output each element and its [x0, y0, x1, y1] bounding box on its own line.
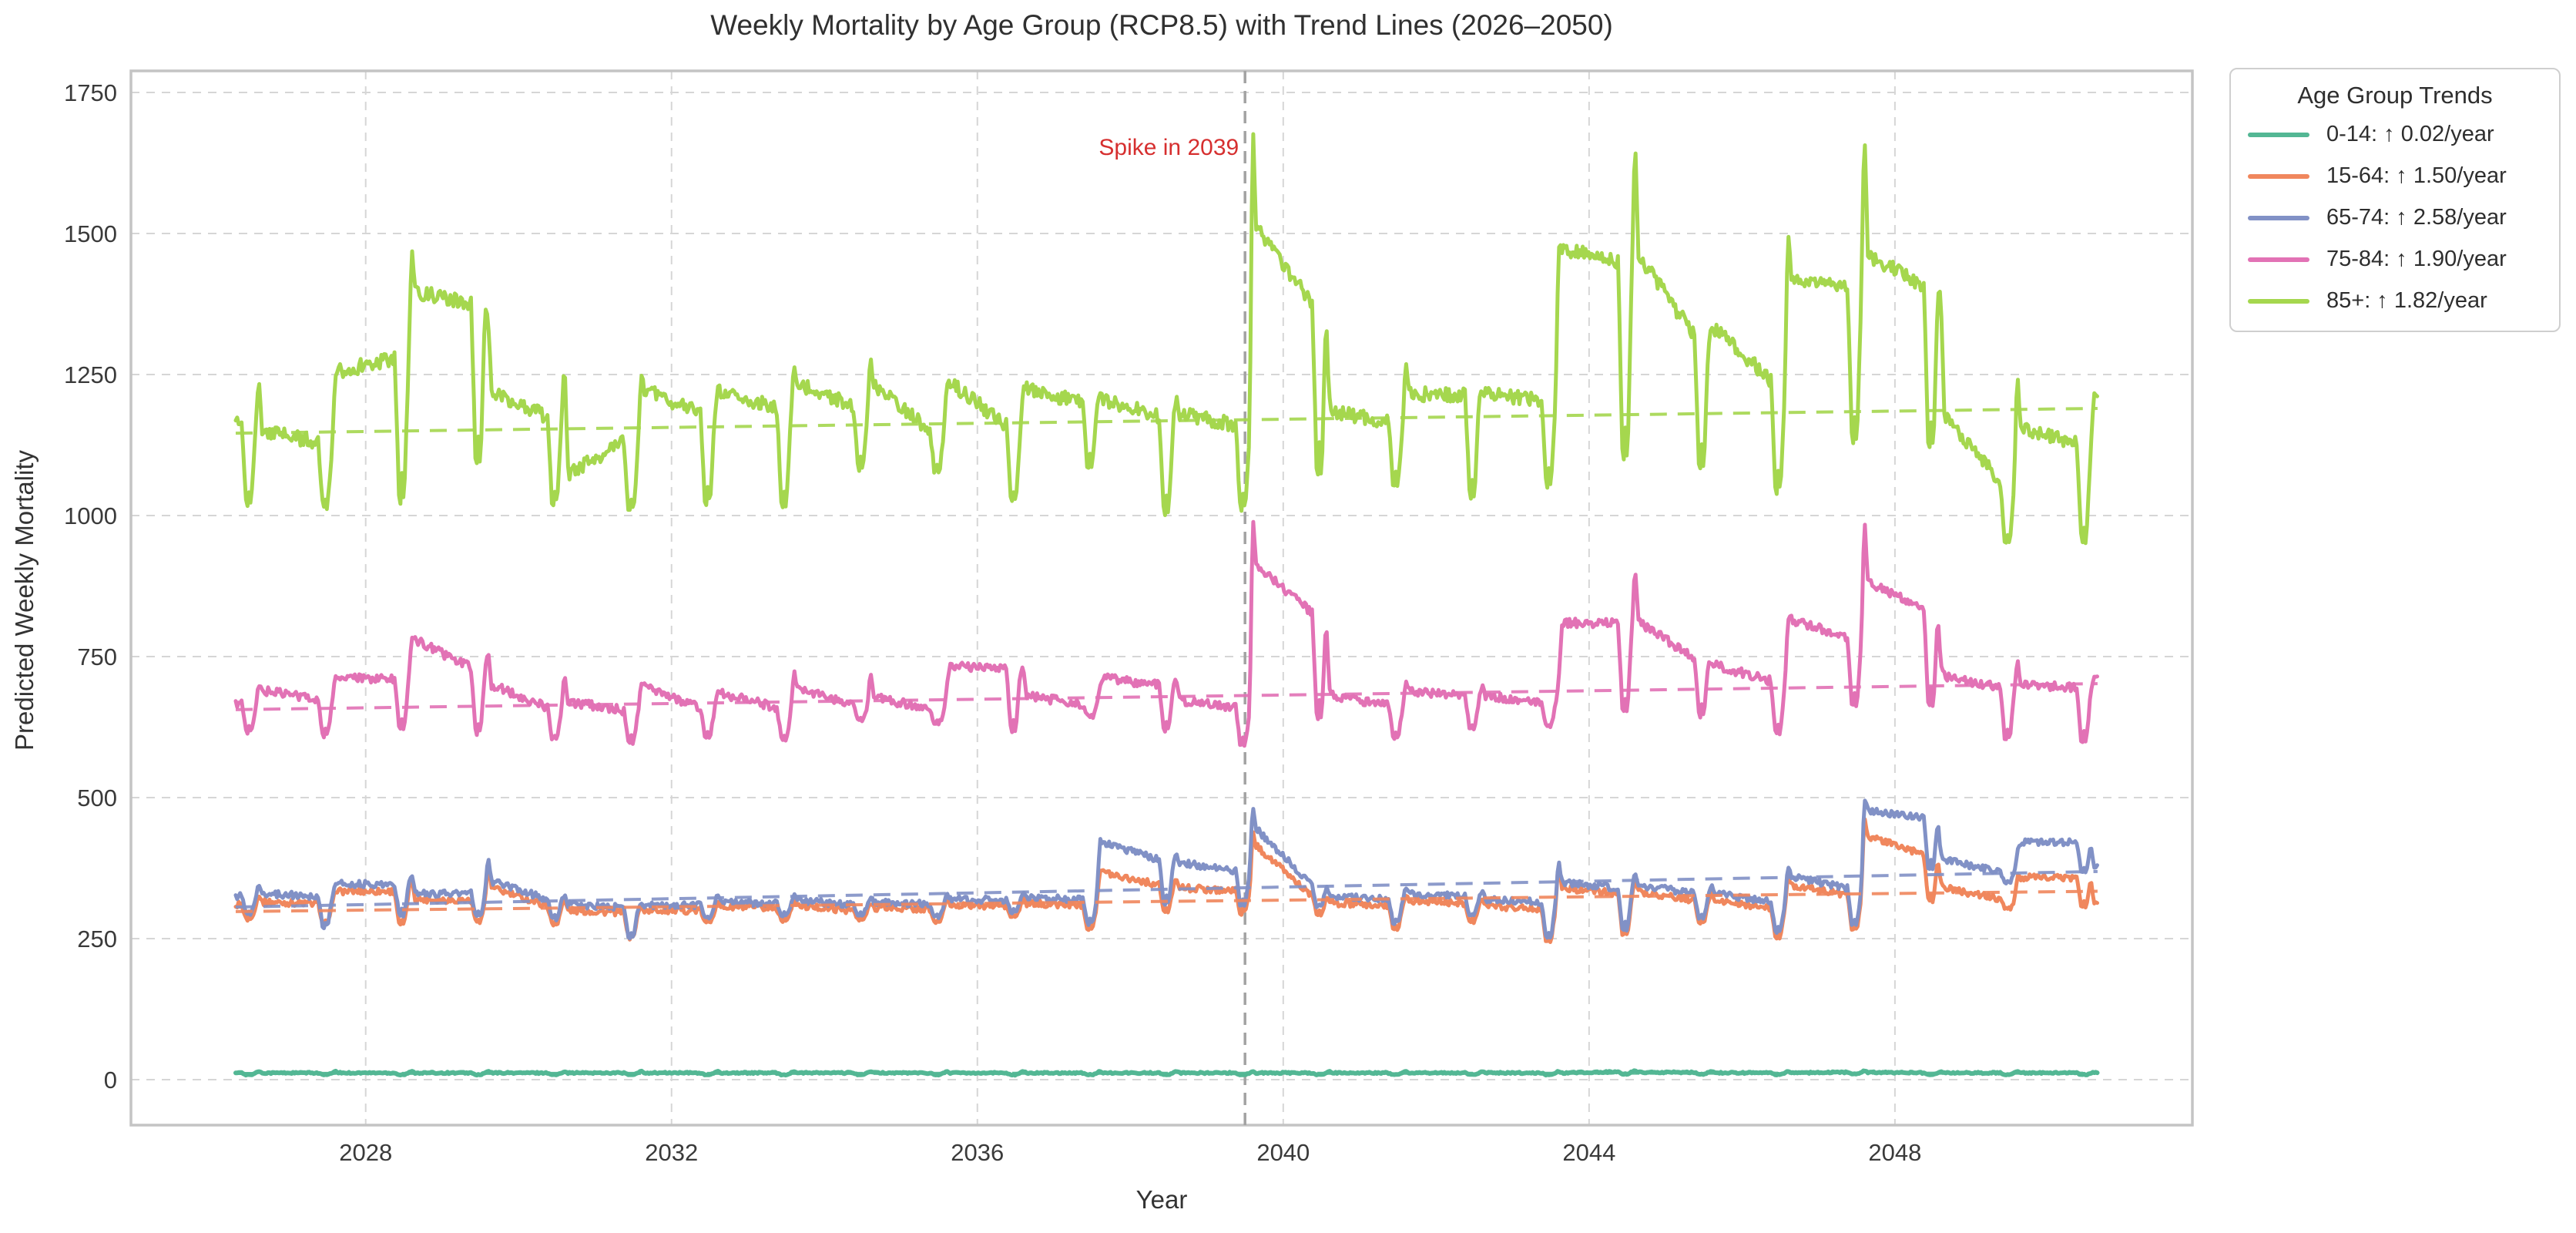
legend-swatch-0-14 — [2248, 132, 2309, 137]
legend-label-65-74: 65-74: ↑ 2.58/year — [2326, 205, 2507, 230]
legend-entry-0-14: 0-14: ↑ 0.02/year — [2248, 122, 2542, 147]
trend-line-85+ — [235, 406, 2098, 435]
plot-border — [129, 69, 2194, 1127]
legend-label-85plus: 85+: ↑ 1.82/year — [2326, 288, 2487, 313]
trend-line-15-64 — [235, 889, 2098, 913]
x-tick-2048: 2048 — [1868, 1139, 1921, 1166]
legend-swatch-15-64 — [2248, 173, 2309, 179]
x-tick-2028: 2028 — [339, 1139, 392, 1166]
legend-swatch-65-74 — [2248, 215, 2309, 220]
y-axis-label: Predicted Weekly Mortality — [10, 449, 39, 751]
legend-label-15-64: 15-64: ↑ 1.50/year — [2326, 163, 2507, 188]
trend-line-65-74 — [235, 869, 2098, 909]
y-tick-1250: 1250 — [64, 361, 117, 388]
legend-label-0-14: 0-14: ↑ 0.02/year — [2326, 122, 2494, 146]
x-axis-label: Year — [1135, 1185, 1188, 1214]
y-tick-500: 500 — [77, 784, 117, 811]
legend-entry-15-64: 15-64: ↑ 1.50/year — [2248, 163, 2542, 189]
legend-swatch-75-84 — [2248, 257, 2309, 262]
y-tick-1500: 1500 — [64, 220, 117, 247]
series-line-75-84 — [233, 519, 2099, 748]
y-tick-250: 250 — [77, 926, 117, 952]
legend: Age Group Trends 0-14: ↑ 0.02/year 15-64… — [2229, 68, 2561, 332]
y-tick-1000: 1000 — [64, 502, 117, 529]
x-tick-2032: 2032 — [645, 1139, 698, 1166]
legend-entry-65-74: 65-74: ↑ 2.58/year — [2248, 205, 2542, 230]
x-tick-2044: 2044 — [1562, 1139, 1615, 1166]
y-tick-1750: 1750 — [64, 79, 117, 106]
legend-label-75-84: 75-84: ↑ 1.90/year — [2326, 247, 2507, 271]
legend-swatch-85plus — [2248, 298, 2309, 304]
legend-entry-75-84: 75-84: ↑ 1.90/year — [2248, 247, 2542, 272]
x-tick-2040: 2040 — [1256, 1139, 1310, 1166]
y-tick-750: 750 — [77, 643, 117, 670]
spike-annotation: Spike in 2039 — [1098, 135, 1239, 161]
chart-title: Weekly Mortality by Age Group (RCP8.5) w… — [710, 9, 1613, 41]
trend-line-75-84 — [235, 682, 2098, 711]
series-line-85+ — [233, 132, 2099, 546]
legend-title: Age Group Trends — [2297, 82, 2493, 109]
series-line-65-74 — [233, 798, 2099, 941]
y-tick-0: 0 — [104, 1067, 117, 1094]
legend-entry-85plus: 85+: ↑ 1.82/year — [2248, 288, 2542, 314]
x-tick-2036: 2036 — [951, 1139, 1004, 1166]
